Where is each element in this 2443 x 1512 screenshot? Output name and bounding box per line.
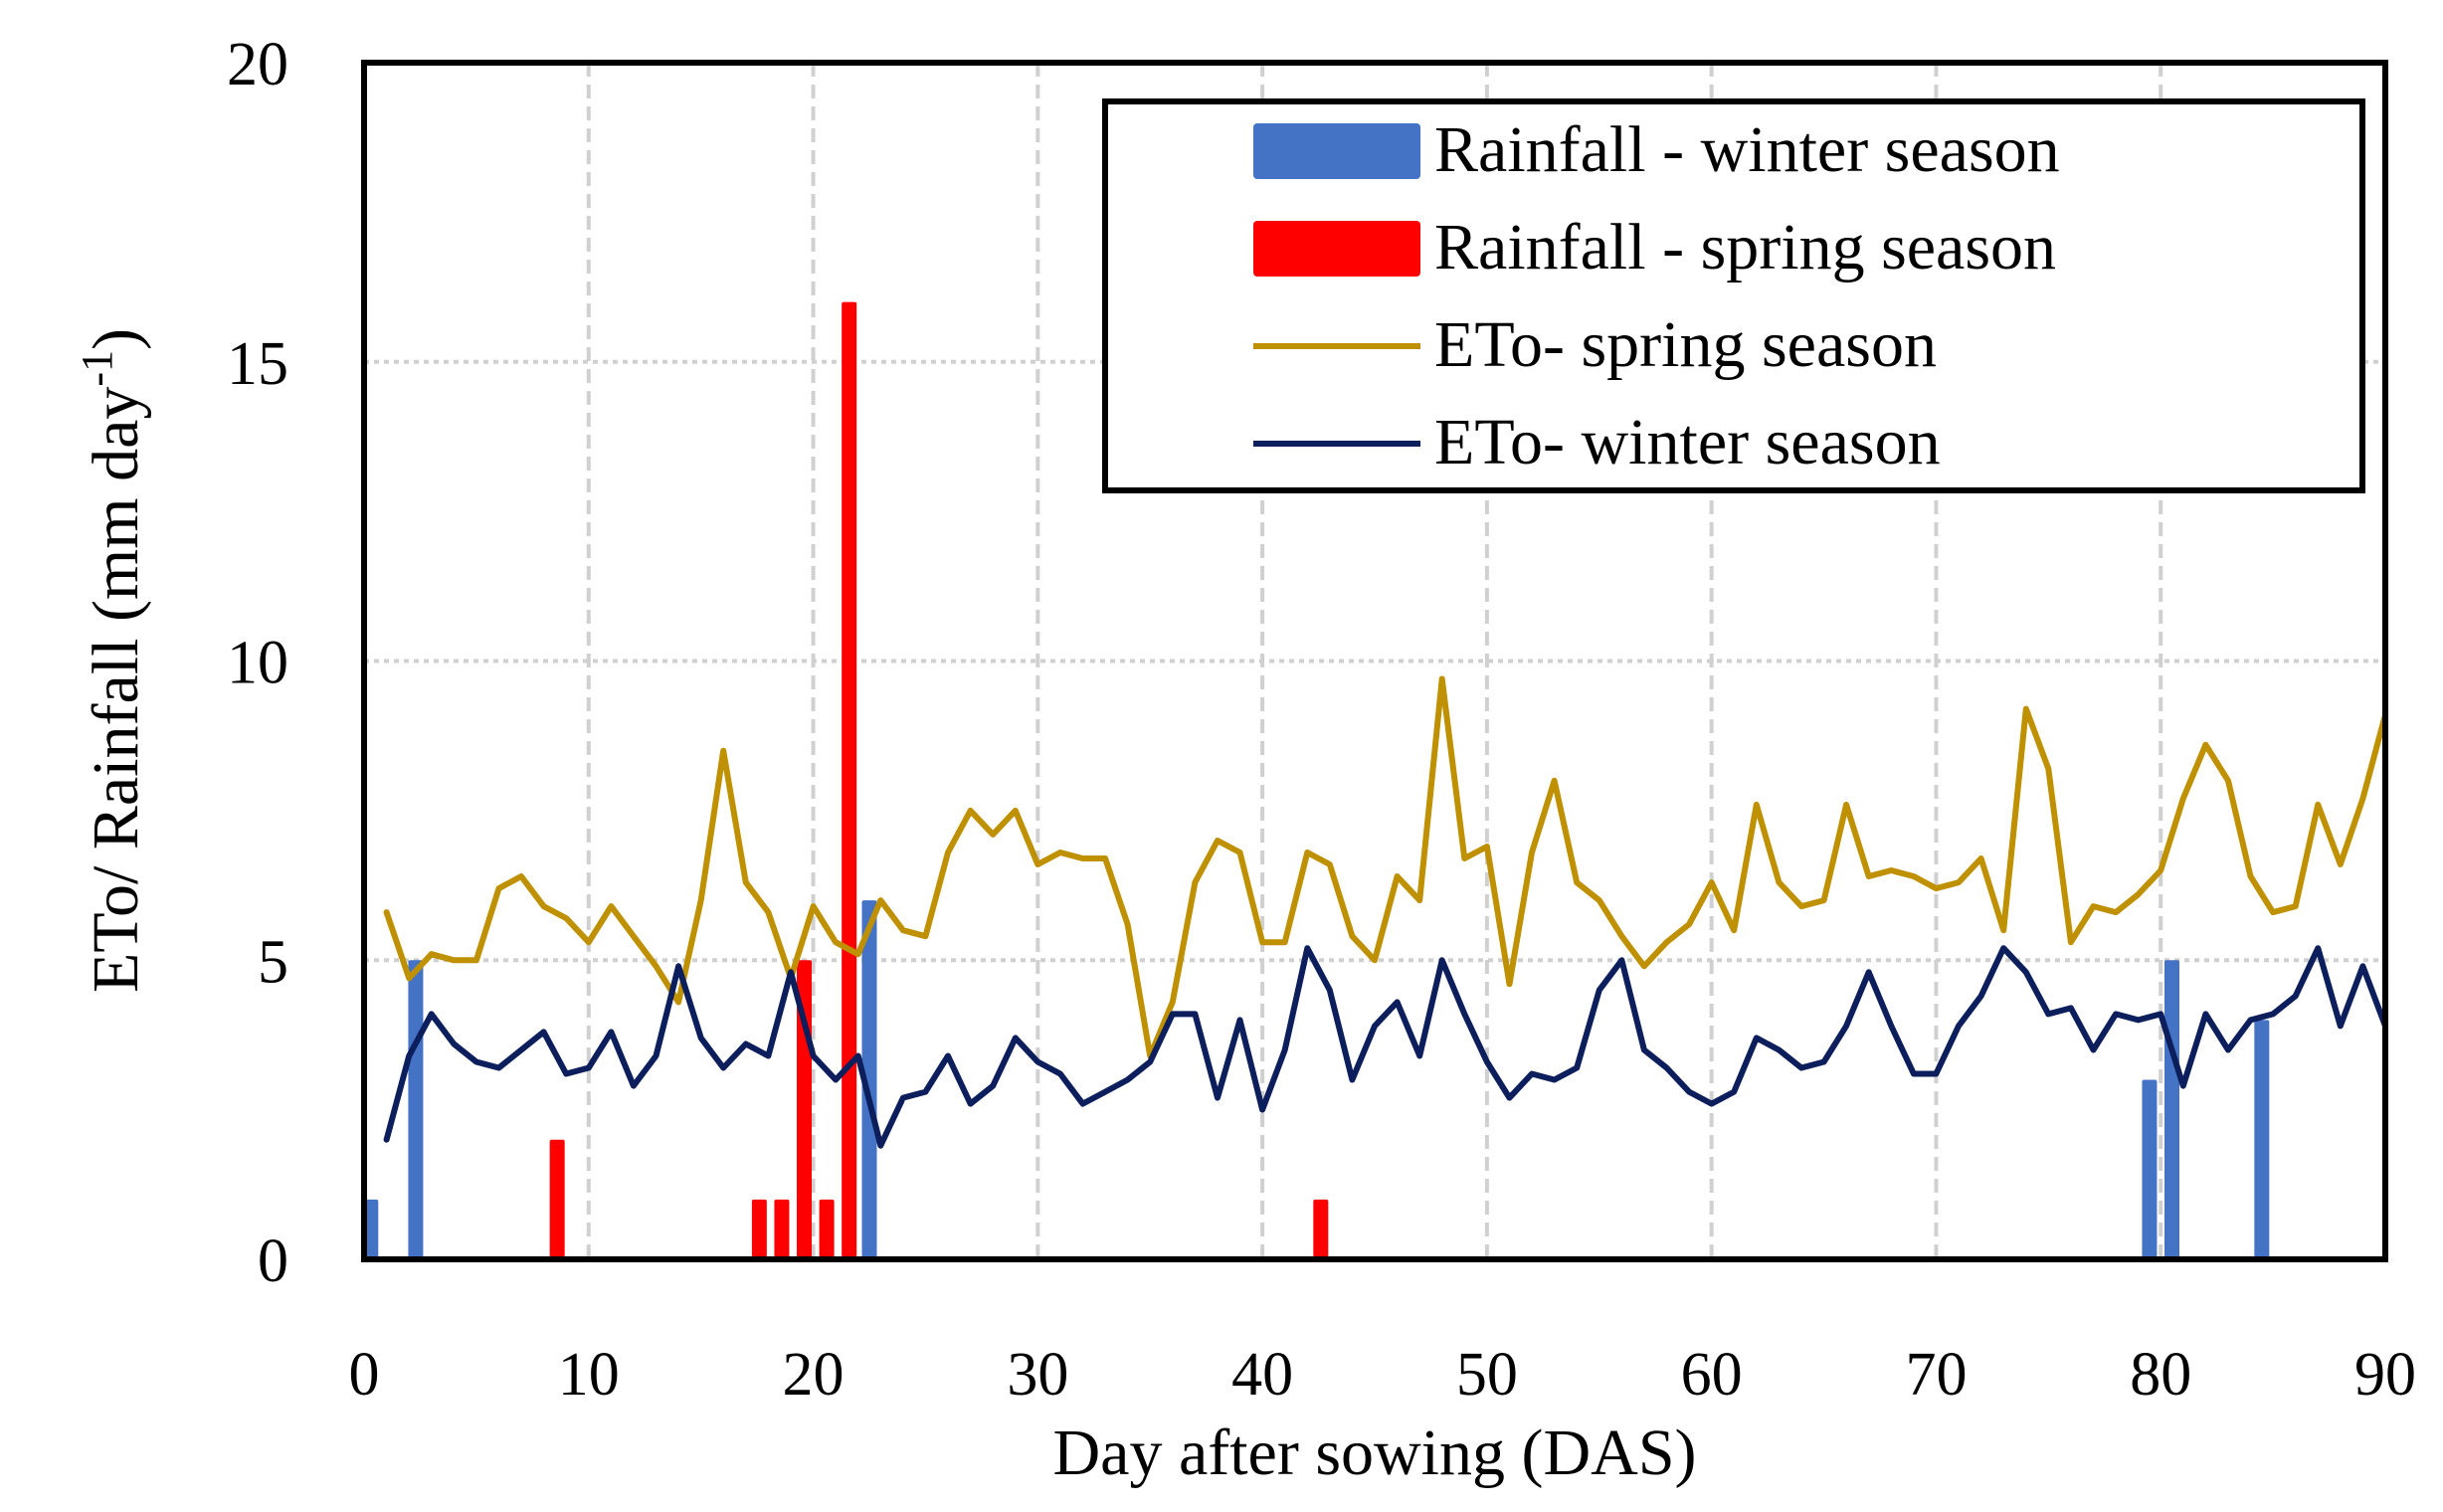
- bar-rainfall-spring: [1313, 1199, 1329, 1259]
- x-tick-label: 60: [1681, 1341, 1743, 1409]
- y-tick-label: 10: [227, 630, 288, 697]
- legend-label-rainfall-spring: Rainfall - spring season: [1434, 211, 2056, 284]
- legend-swatch-rainfall-spring: [1253, 221, 1420, 277]
- x-tick-label: 20: [783, 1341, 845, 1409]
- y-axis-title-superscript: -1: [73, 350, 121, 387]
- x-tick-label: 70: [1905, 1341, 1967, 1409]
- legend: Rainfall - winter season Rainfall - spri…: [1102, 98, 2365, 493]
- x-tick-label: 0: [349, 1341, 380, 1409]
- x-tick-labels: 0 10 20 30 40 50 60 70 80 90: [349, 1341, 2417, 1409]
- x-tick-label: 40: [1231, 1341, 1293, 1409]
- y-tick-label: 0: [258, 1228, 288, 1295]
- x-tick-label: 90: [2354, 1341, 2416, 1409]
- bar-rainfall-spring: [751, 1199, 767, 1259]
- bar-rainfall-winter: [2164, 960, 2180, 1259]
- bar-rainfall-winter: [861, 900, 877, 1259]
- legend-box: [1102, 98, 2365, 493]
- bar-rainfall-winter: [408, 960, 424, 1259]
- legend-swatch-rainfall-winter: [1253, 123, 1420, 179]
- x-tick-label: 80: [2130, 1341, 2191, 1409]
- y-axis-title: ETo/ Rainfall (mm day-1): [73, 328, 152, 993]
- x-tick-label: 10: [558, 1341, 620, 1409]
- x-axis-title: Day after sowing (DAS): [1052, 1417, 1696, 1489]
- y-axis-title-main: ETo/ Rainfall (mm day: [80, 387, 152, 993]
- line-eto-winter: [383, 945, 2388, 1149]
- bar-rainfall-winter: [363, 1199, 379, 1259]
- bar-rainfall-spring: [819, 1199, 835, 1259]
- bar-rainfall-spring: [549, 1139, 565, 1259]
- y-tick-labels: 0 5 10 15 20: [227, 31, 288, 1295]
- x-tick-label: 50: [1456, 1341, 1518, 1409]
- bars-layer: [363, 301, 2270, 1260]
- y-tick-label: 15: [227, 330, 288, 398]
- line-eto-spring: [383, 675, 2388, 1059]
- x-tick-label: 30: [1007, 1341, 1068, 1409]
- bar-rainfall-winter: [2254, 1020, 2270, 1259]
- bar-rainfall-spring: [774, 1199, 790, 1259]
- legend-label-rainfall-winter: Rainfall - winter season: [1434, 113, 2060, 186]
- y-tick-label: 20: [227, 31, 288, 98]
- bar-rainfall-winter: [2142, 1079, 2158, 1259]
- legend-label-eto-winter: ETo- winter season: [1434, 406, 1941, 478]
- plot-frame: [361, 60, 2388, 1262]
- bar-rainfall-spring: [842, 301, 857, 1260]
- legend-label-eto-spring: ETo- spring season: [1434, 308, 1937, 381]
- lines-layer: [383, 675, 2388, 1149]
- y-axis-title-suffix: ): [80, 328, 152, 350]
- y-tick-label: 5: [258, 928, 288, 996]
